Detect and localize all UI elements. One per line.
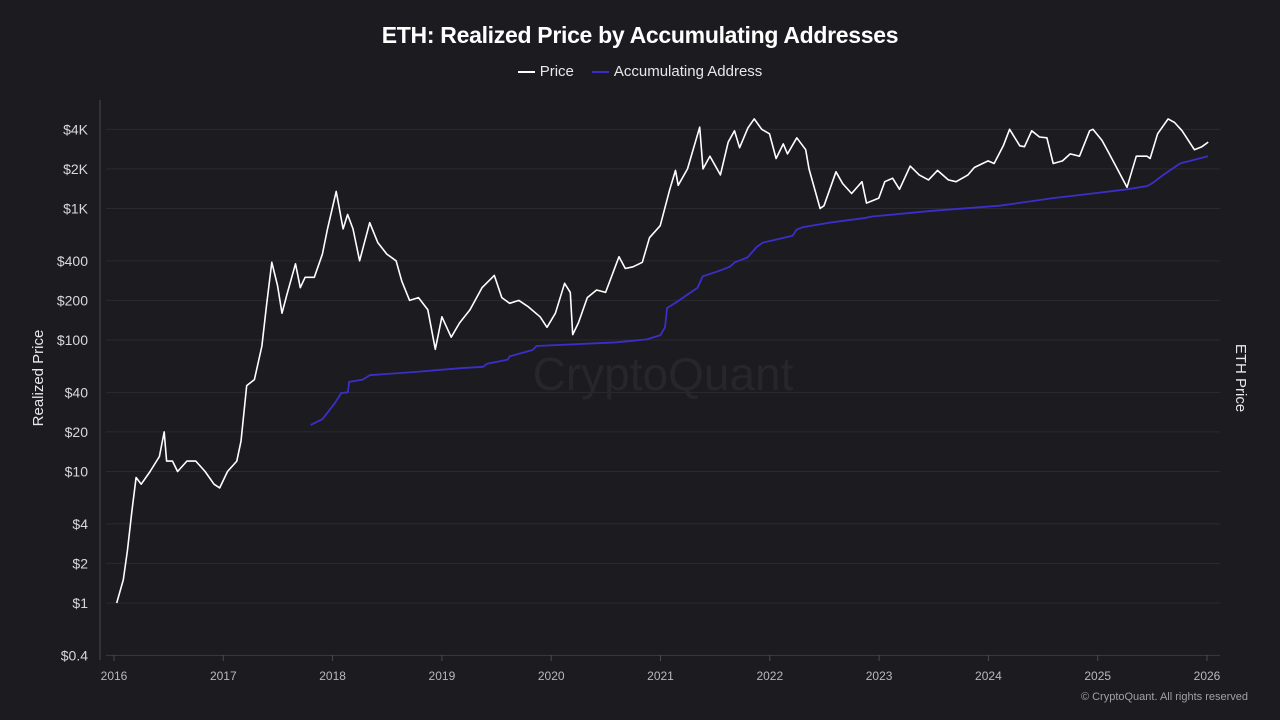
y-tick-label: $2K [63, 161, 89, 177]
y-tick-label: $200 [57, 292, 88, 308]
x-axis-ticks: 2016 2017 2018 2019 2020 2021 2022 2023 2024 2025… [101, 655, 1221, 683]
legend-swatch-accumulating [591, 70, 609, 73]
series-line-price [115, 118, 1209, 604]
x-tick-label: 2022 [756, 669, 783, 683]
y-tick-label: $40 [65, 384, 89, 400]
y-tick-label: $4 [72, 516, 88, 532]
y-tick-label: $0.4 [61, 647, 88, 663]
watermark: CryptoQuant [533, 348, 794, 400]
x-tick-label: 2018 [319, 669, 346, 683]
y-tick-label: $1K [63, 201, 89, 217]
y2-axis-label: ETH Price [1232, 344, 1249, 412]
y-tick-label: $1 [72, 595, 88, 611]
gridlines [106, 128, 1220, 656]
y-tick-label: $4K [63, 121, 89, 137]
y-axis-label: Realized Price [30, 330, 47, 427]
y-tick-label: $400 [57, 253, 88, 269]
x-tick-label: 2025 [1084, 669, 1111, 683]
y-tick-label: $2 [72, 555, 88, 571]
legend: Price Accumulating Address [0, 63, 1280, 80]
legend-item-price[interactable]: Price [517, 63, 574, 80]
legend-swatch-price [517, 70, 535, 73]
y-axis-ticks: $4K $2K $1K $400 $200 $100 $40 $20 $10 $4 $2 $1 $0.4 [57, 121, 89, 663]
chart-title: ETH: Realized Price by Accumulating Addr… [381, 22, 899, 48]
legend-label: Accumulating Address [613, 63, 763, 80]
x-tick-label: 2016 [101, 669, 128, 683]
x-tick-label: 2024 [975, 669, 1002, 683]
legend-item-accumulating-address[interactable]: Accumulating Address [591, 63, 763, 80]
legend-label: Price [539, 63, 574, 80]
x-tick-label: 2026 [1194, 669, 1221, 683]
series-group [115, 118, 1209, 604]
x-tick-label: 2017 [210, 669, 237, 683]
copyright-notice: © CryptoQuant. All rights reserved [1080, 691, 1248, 703]
x-tick-label: 2020 [538, 669, 565, 683]
y-tick-label: $10 [65, 464, 89, 480]
y-tick-label: $100 [57, 332, 88, 348]
series-line-accumulating-address [310, 155, 1209, 426]
x-tick-label: 2023 [866, 669, 893, 683]
x-tick-label: 2019 [429, 669, 456, 683]
y-tick-label: $20 [65, 424, 89, 440]
x-tick-label: 2021 [647, 669, 674, 683]
